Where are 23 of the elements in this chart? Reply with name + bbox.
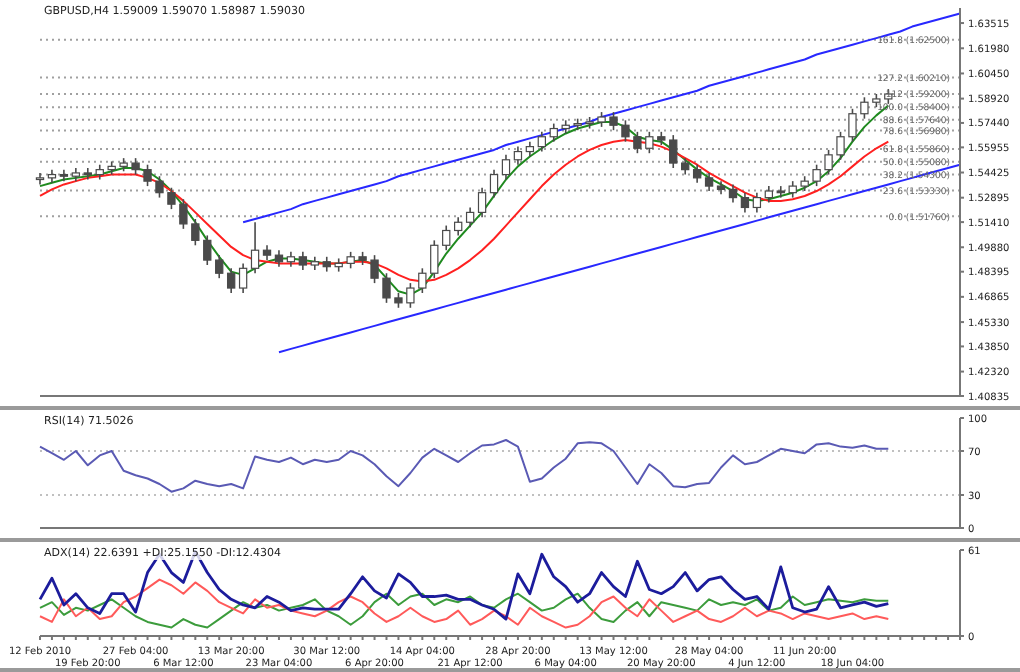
candlestick <box>537 131 546 153</box>
line-series <box>39 578 890 629</box>
line-series <box>39 439 890 493</box>
candlestick <box>83 167 92 181</box>
line-series <box>242 12 961 224</box>
candlestick <box>740 191 750 214</box>
candlestick <box>501 154 511 181</box>
candlestick <box>477 186 487 219</box>
line-series <box>277 163 961 354</box>
candlestick <box>226 267 236 294</box>
candlestick <box>250 221 260 275</box>
line-series <box>38 550 890 621</box>
candlestick <box>454 216 463 237</box>
candlestick <box>752 191 762 214</box>
candlestick <box>298 251 308 271</box>
candlestick <box>238 262 248 294</box>
candlestick <box>513 145 523 166</box>
candlestick <box>465 206 475 228</box>
candlestick <box>728 183 738 204</box>
line-series <box>39 592 890 629</box>
candlestick <box>704 172 714 192</box>
candlestick <box>489 168 499 199</box>
candlestick <box>692 163 702 184</box>
